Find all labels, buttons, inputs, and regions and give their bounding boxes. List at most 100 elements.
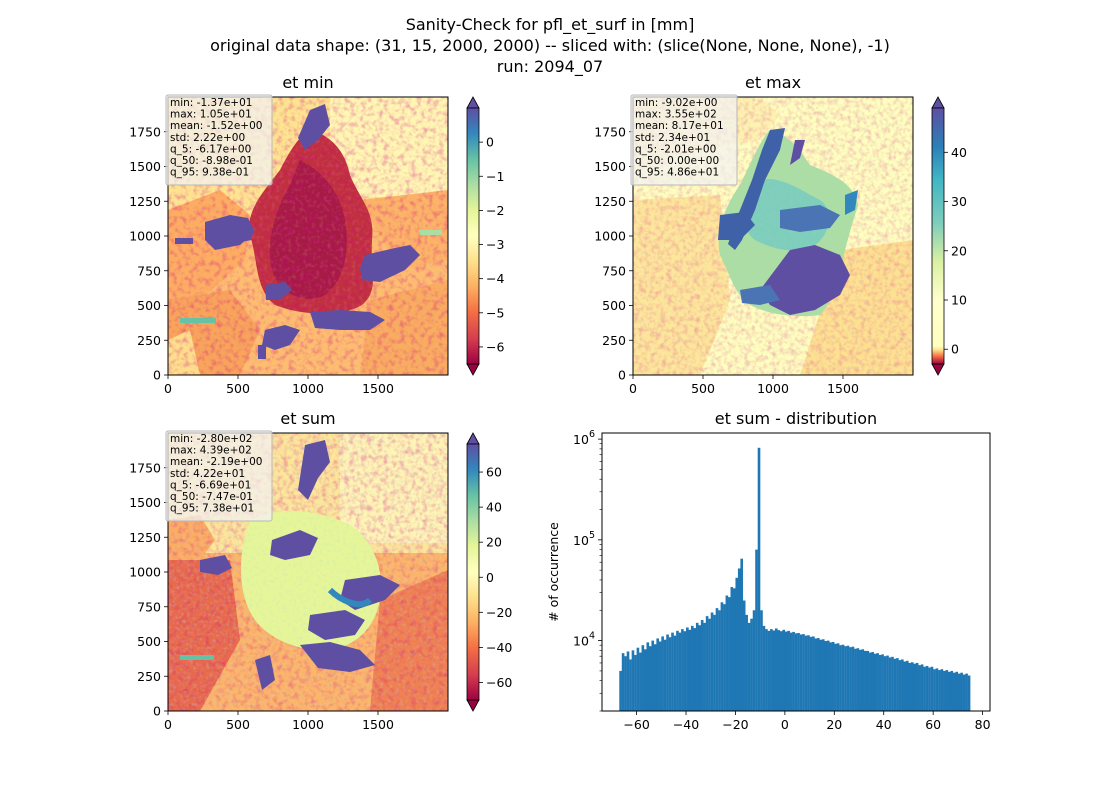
histogram-bar (671, 632, 674, 711)
x-tick-label: 0 (164, 381, 172, 396)
stats-line: q_50: -7.47e-01 (170, 491, 253, 503)
colorbar-tick-label: −1 (486, 169, 504, 184)
histogram-bar (720, 602, 724, 711)
y-tick-label: 1750 (129, 460, 161, 475)
x-tick-label: 1000 (292, 381, 324, 396)
stats-line: q_95: 4.86e+01 (635, 167, 719, 179)
histogram-bar (661, 636, 664, 711)
histogram-bar (888, 657, 892, 711)
histogram-bar (824, 641, 828, 711)
stats-box-background (165, 94, 273, 186)
histogram-bar (799, 634, 803, 711)
histogram-bar (686, 627, 689, 711)
y-tick-label: 1500 (594, 159, 626, 174)
colorbar-tick-label: 20 (951, 243, 967, 258)
histogram-bar (967, 675, 971, 711)
panel-title: et sum - distribution (715, 409, 877, 428)
y-tick-label: 0 (618, 368, 626, 383)
colorbar-tick-label: −20 (486, 605, 512, 620)
histogram-bar (965, 673, 968, 711)
histogram-bar (868, 652, 872, 711)
colorbar-tick-label: 0 (951, 342, 959, 357)
histogram-bar (915, 662, 919, 711)
y-tick-label: 250 (602, 333, 626, 348)
y-tick-label: 106 (573, 429, 595, 447)
histogram-bar (935, 668, 939, 711)
histogram-bar (631, 650, 635, 711)
y-axis: 0 250 500 750 1000 1250 1500 1750 (594, 124, 633, 383)
histogram-bar (787, 630, 790, 711)
histogram-bar (952, 672, 956, 711)
x-axis: 0 500 1000 1500 (629, 375, 859, 396)
histogram-bar (901, 659, 904, 711)
histogram-bar (745, 614, 748, 711)
panel-et-max: et max 0 250 500 750 1000 1250 1500 1750 0 500 10… (594, 73, 967, 396)
y-tick-exponent: 6 (589, 429, 595, 440)
histogram-bar (893, 658, 897, 711)
y-tick-label: 750 (137, 263, 161, 278)
histogram-bar (673, 635, 677, 711)
colorbar-tick-label: 0 (486, 135, 494, 150)
histogram-bar (905, 660, 909, 711)
histogram-bar (725, 595, 729, 711)
stats-line: q_50: 0.00e+00 (635, 155, 719, 167)
histogram-bar (849, 647, 852, 711)
histogram-bar (797, 632, 800, 711)
y-tick-label: 0 (153, 704, 161, 719)
histogram-bar (658, 641, 662, 711)
histogram-bar (676, 630, 679, 711)
histogram-bar (760, 610, 763, 711)
histogram-bar (804, 635, 808, 711)
y-tick-label: 1000 (129, 229, 161, 244)
stats-line: mean: -1.52e+00 (170, 120, 262, 132)
stats-line: mean: -2.19e+00 (170, 456, 262, 468)
stats-box-background (165, 430, 273, 522)
colorbar-tick-label: −40 (486, 640, 512, 655)
colorbar-tick-label: 0 (486, 570, 494, 585)
y-tick-base: 10 (573, 634, 589, 649)
colorbar-tick-label: 60 (486, 465, 502, 480)
histogram-bar (703, 622, 706, 711)
y-tick-label: 1750 (129, 124, 161, 139)
histogram-bar (913, 663, 917, 711)
x-axis-ticks: 0 500 1000 1500 (629, 375, 859, 396)
histogram-bar (812, 636, 815, 711)
histogram-bar (762, 625, 766, 711)
histogram-bar (705, 616, 709, 711)
y-tick-exponent: 5 (589, 530, 595, 541)
histogram-bar (683, 631, 687, 711)
colorbar: 60 40 20 0 −20 −40 −60 (466, 432, 512, 712)
y-tick-label: 1250 (129, 530, 161, 545)
histogram-bar (718, 610, 721, 711)
histogram-bar (807, 635, 810, 711)
colorbar-tick-label: −4 (486, 271, 504, 286)
colorbar-tick-label: 40 (951, 145, 967, 160)
histogram-bar (621, 653, 625, 711)
y-axis-ticks: 0 250 500 750 1000 1250 1500 1750 (129, 124, 168, 383)
colorbar-ticks: 60 40 20 0 −20 −40 −60 (479, 465, 512, 690)
histogram-bar (629, 659, 632, 711)
stats-line: q_5: -6.69e+01 (170, 479, 251, 491)
histogram-bar (767, 630, 771, 711)
x-tick-label: −60 (623, 717, 649, 732)
histogram-bar (945, 670, 949, 711)
stats-line: min: -1.37e+01 (170, 97, 252, 109)
histogram-frame (601, 432, 991, 712)
stats-line: mean: 8.17e+01 (635, 120, 724, 132)
histogram-bar (747, 622, 751, 711)
histogram-bar (891, 656, 894, 711)
colorbar-tick-label: −2 (486, 203, 504, 218)
histogram-bar (836, 643, 840, 711)
x-axis: −60 −40 −20 0 20 40 60 80 (623, 711, 991, 732)
histogram-bar (910, 662, 914, 711)
histogram-bar (789, 632, 793, 711)
y-tick-label: 105 (573, 530, 595, 548)
histogram-bar (881, 654, 884, 711)
y-tick-label: 104 (573, 631, 595, 649)
histogram-bar (646, 642, 650, 711)
histogram-bar (681, 629, 684, 711)
y-axis: 0 250 500 750 1000 1250 1500 1750 (129, 460, 168, 719)
figure-title-line-2: original data shape: (31, 15, 2000, 2000… (210, 36, 890, 55)
